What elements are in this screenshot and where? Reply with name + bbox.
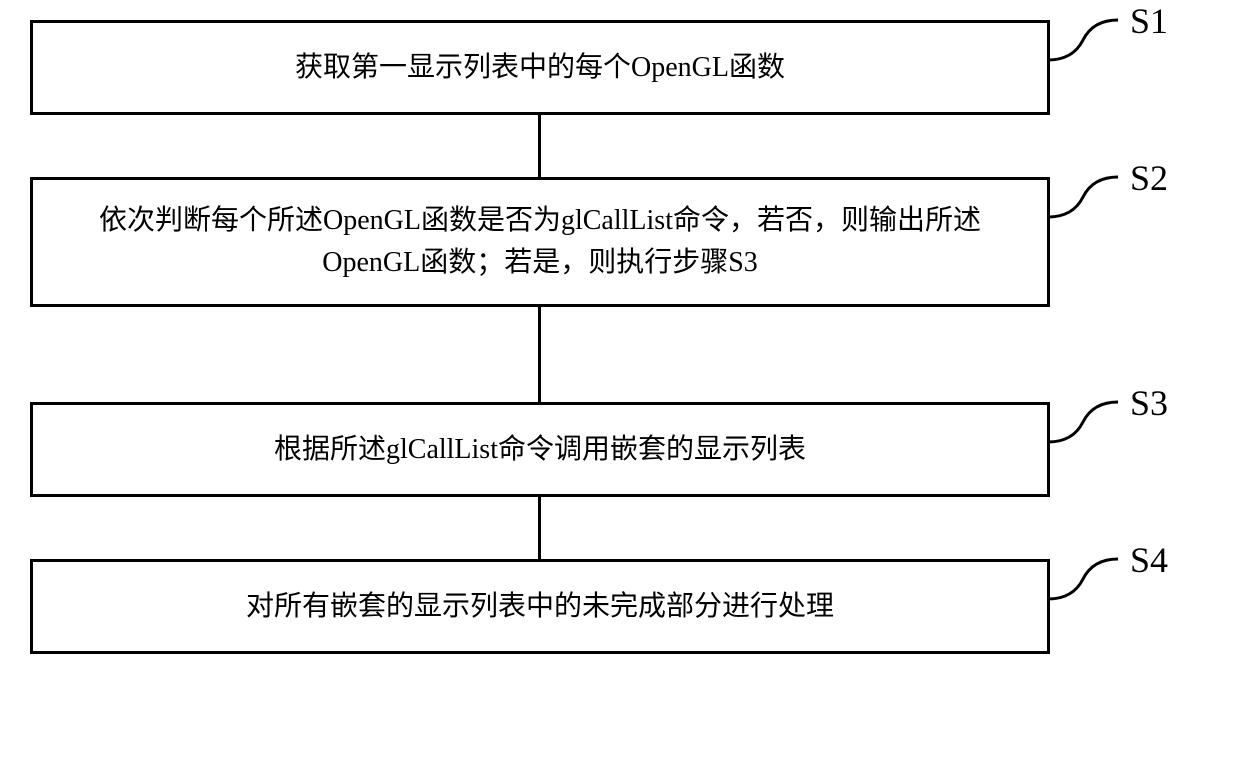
step-label-s1: S1: [1130, 0, 1168, 42]
curve-bracket-s2: [1048, 177, 1128, 227]
flowchart-container: 获取第一显示列表中的每个OpenGL函数 S1 依次判断每个所述OpenGL函数…: [30, 20, 1210, 654]
step-row-s3: 根据所述glCallList命令调用嵌套的显示列表 S3: [30, 402, 1210, 497]
step-text-s1: 获取第一显示列表中的每个OpenGL函数: [295, 47, 785, 89]
connector-s2-s3: [538, 307, 541, 402]
connector-s3-s4: [538, 497, 541, 559]
connector-s1-s2: [538, 115, 541, 177]
step-row-s1: 获取第一显示列表中的每个OpenGL函数 S1: [30, 20, 1210, 115]
step-row-s2: 依次判断每个所述OpenGL函数是否为glCallList命令，若否，则输出所述…: [30, 177, 1210, 307]
curve-bracket-s4: [1048, 559, 1128, 609]
step-box-s2: 依次判断每个所述OpenGL函数是否为glCallList命令，若否，则输出所述…: [30, 177, 1050, 307]
step-text-s2: 依次判断每个所述OpenGL函数是否为glCallList命令，若否，则输出所述…: [63, 200, 1017, 284]
step-box-s4: 对所有嵌套的显示列表中的未完成部分进行处理: [30, 559, 1050, 654]
step-label-s2: S2: [1130, 157, 1168, 199]
step-box-s1: 获取第一显示列表中的每个OpenGL函数: [30, 20, 1050, 115]
step-label-s3: S3: [1130, 382, 1168, 424]
curve-bracket-s3: [1048, 402, 1128, 452]
step-row-s4: 对所有嵌套的显示列表中的未完成部分进行处理 S4: [30, 559, 1210, 654]
step-text-s3: 根据所述glCallList命令调用嵌套的显示列表: [274, 429, 806, 471]
step-text-s4: 对所有嵌套的显示列表中的未完成部分进行处理: [246, 586, 834, 628]
step-label-s4: S4: [1130, 539, 1168, 581]
step-box-s3: 根据所述glCallList命令调用嵌套的显示列表: [30, 402, 1050, 497]
curve-bracket-s1: [1048, 20, 1128, 70]
